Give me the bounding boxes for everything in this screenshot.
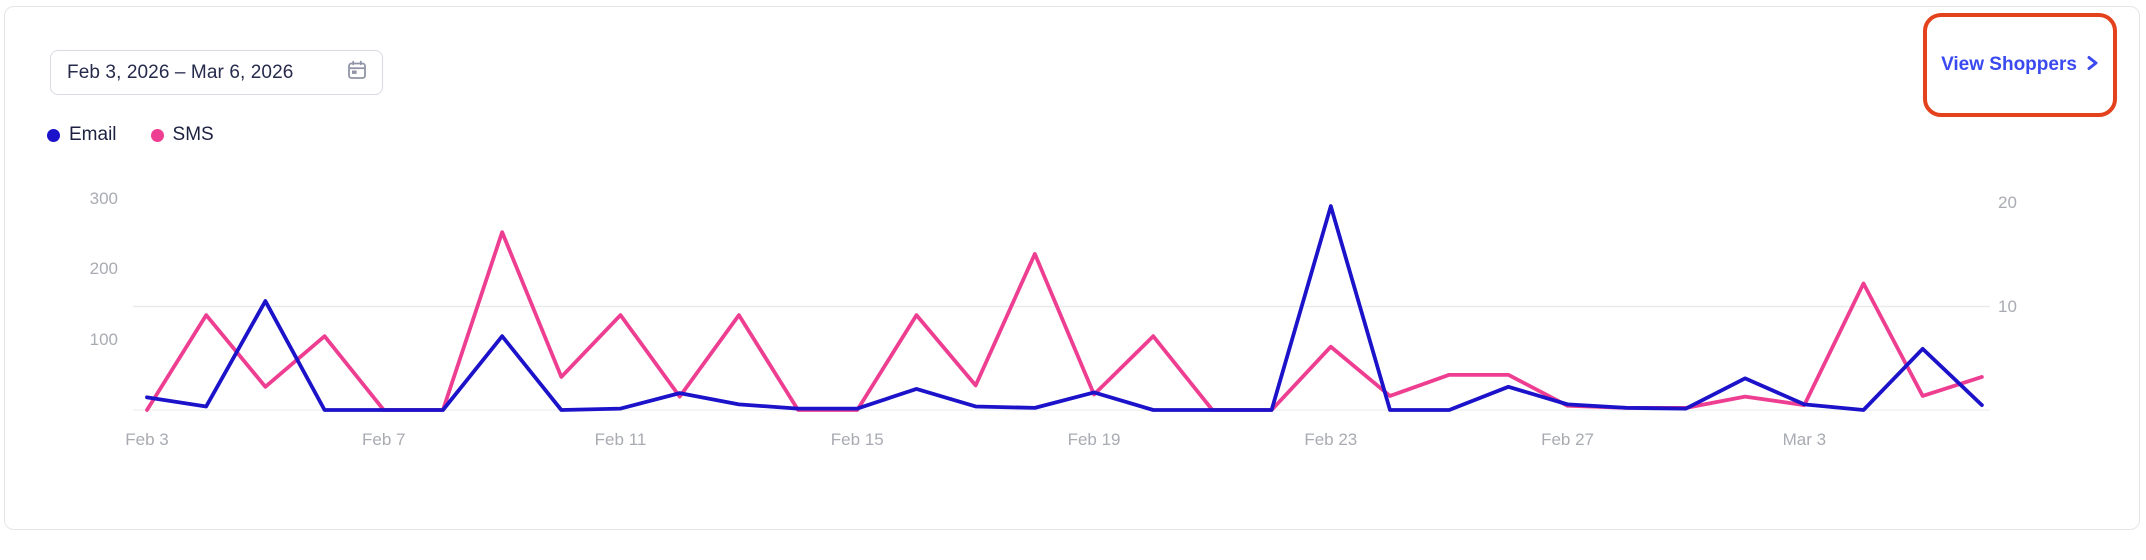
x-axis-tick: Feb 15 xyxy=(830,430,884,449)
sms-series-line xyxy=(145,230,1984,412)
legend-item-sms[interactable]: SMS xyxy=(150,124,214,146)
calendar-icon xyxy=(346,59,368,86)
left-axis-tick: 200 xyxy=(89,259,118,279)
view-shoppers-label: View Shoppers xyxy=(1941,54,2077,75)
left-axis-tick: 100 xyxy=(89,329,118,349)
email-series-line xyxy=(145,204,1984,412)
legend-item-email[interactable]: Email xyxy=(47,124,117,146)
date-range-input[interactable]: Feb 3, 2026 – Mar 6, 2026 xyxy=(50,50,383,95)
left-axis-tick: 300 xyxy=(89,189,118,209)
x-axis-tick: Feb 7 xyxy=(362,430,406,449)
legend-label-email: Email xyxy=(69,124,117,145)
x-axis-tick: Feb 3 xyxy=(125,430,169,449)
chevron-right-icon xyxy=(2086,55,2099,76)
right-axis-tick: 20 xyxy=(1998,193,2017,212)
sms-series-dot-icon xyxy=(150,128,164,142)
x-axis-tick: Mar 3 xyxy=(1782,430,1827,449)
right-axis-tick: 10 xyxy=(1998,296,2017,316)
x-axis-tick: Feb 19 xyxy=(1067,430,1121,449)
date-range-value: Feb 3, 2026 – Mar 6, 2026 xyxy=(67,61,294,83)
email-series-dot-icon xyxy=(47,128,60,142)
x-axis-tick: Feb 23 xyxy=(1304,430,1358,449)
x-axis-tick: Feb 27 xyxy=(1541,430,1595,449)
chart-legend: Email SMS xyxy=(47,124,214,146)
x-axis-tick: Feb 11 xyxy=(594,430,647,449)
legend-label-sms: SMS xyxy=(172,124,214,145)
view-shoppers-link[interactable]: View Shoppers xyxy=(1941,54,2099,76)
